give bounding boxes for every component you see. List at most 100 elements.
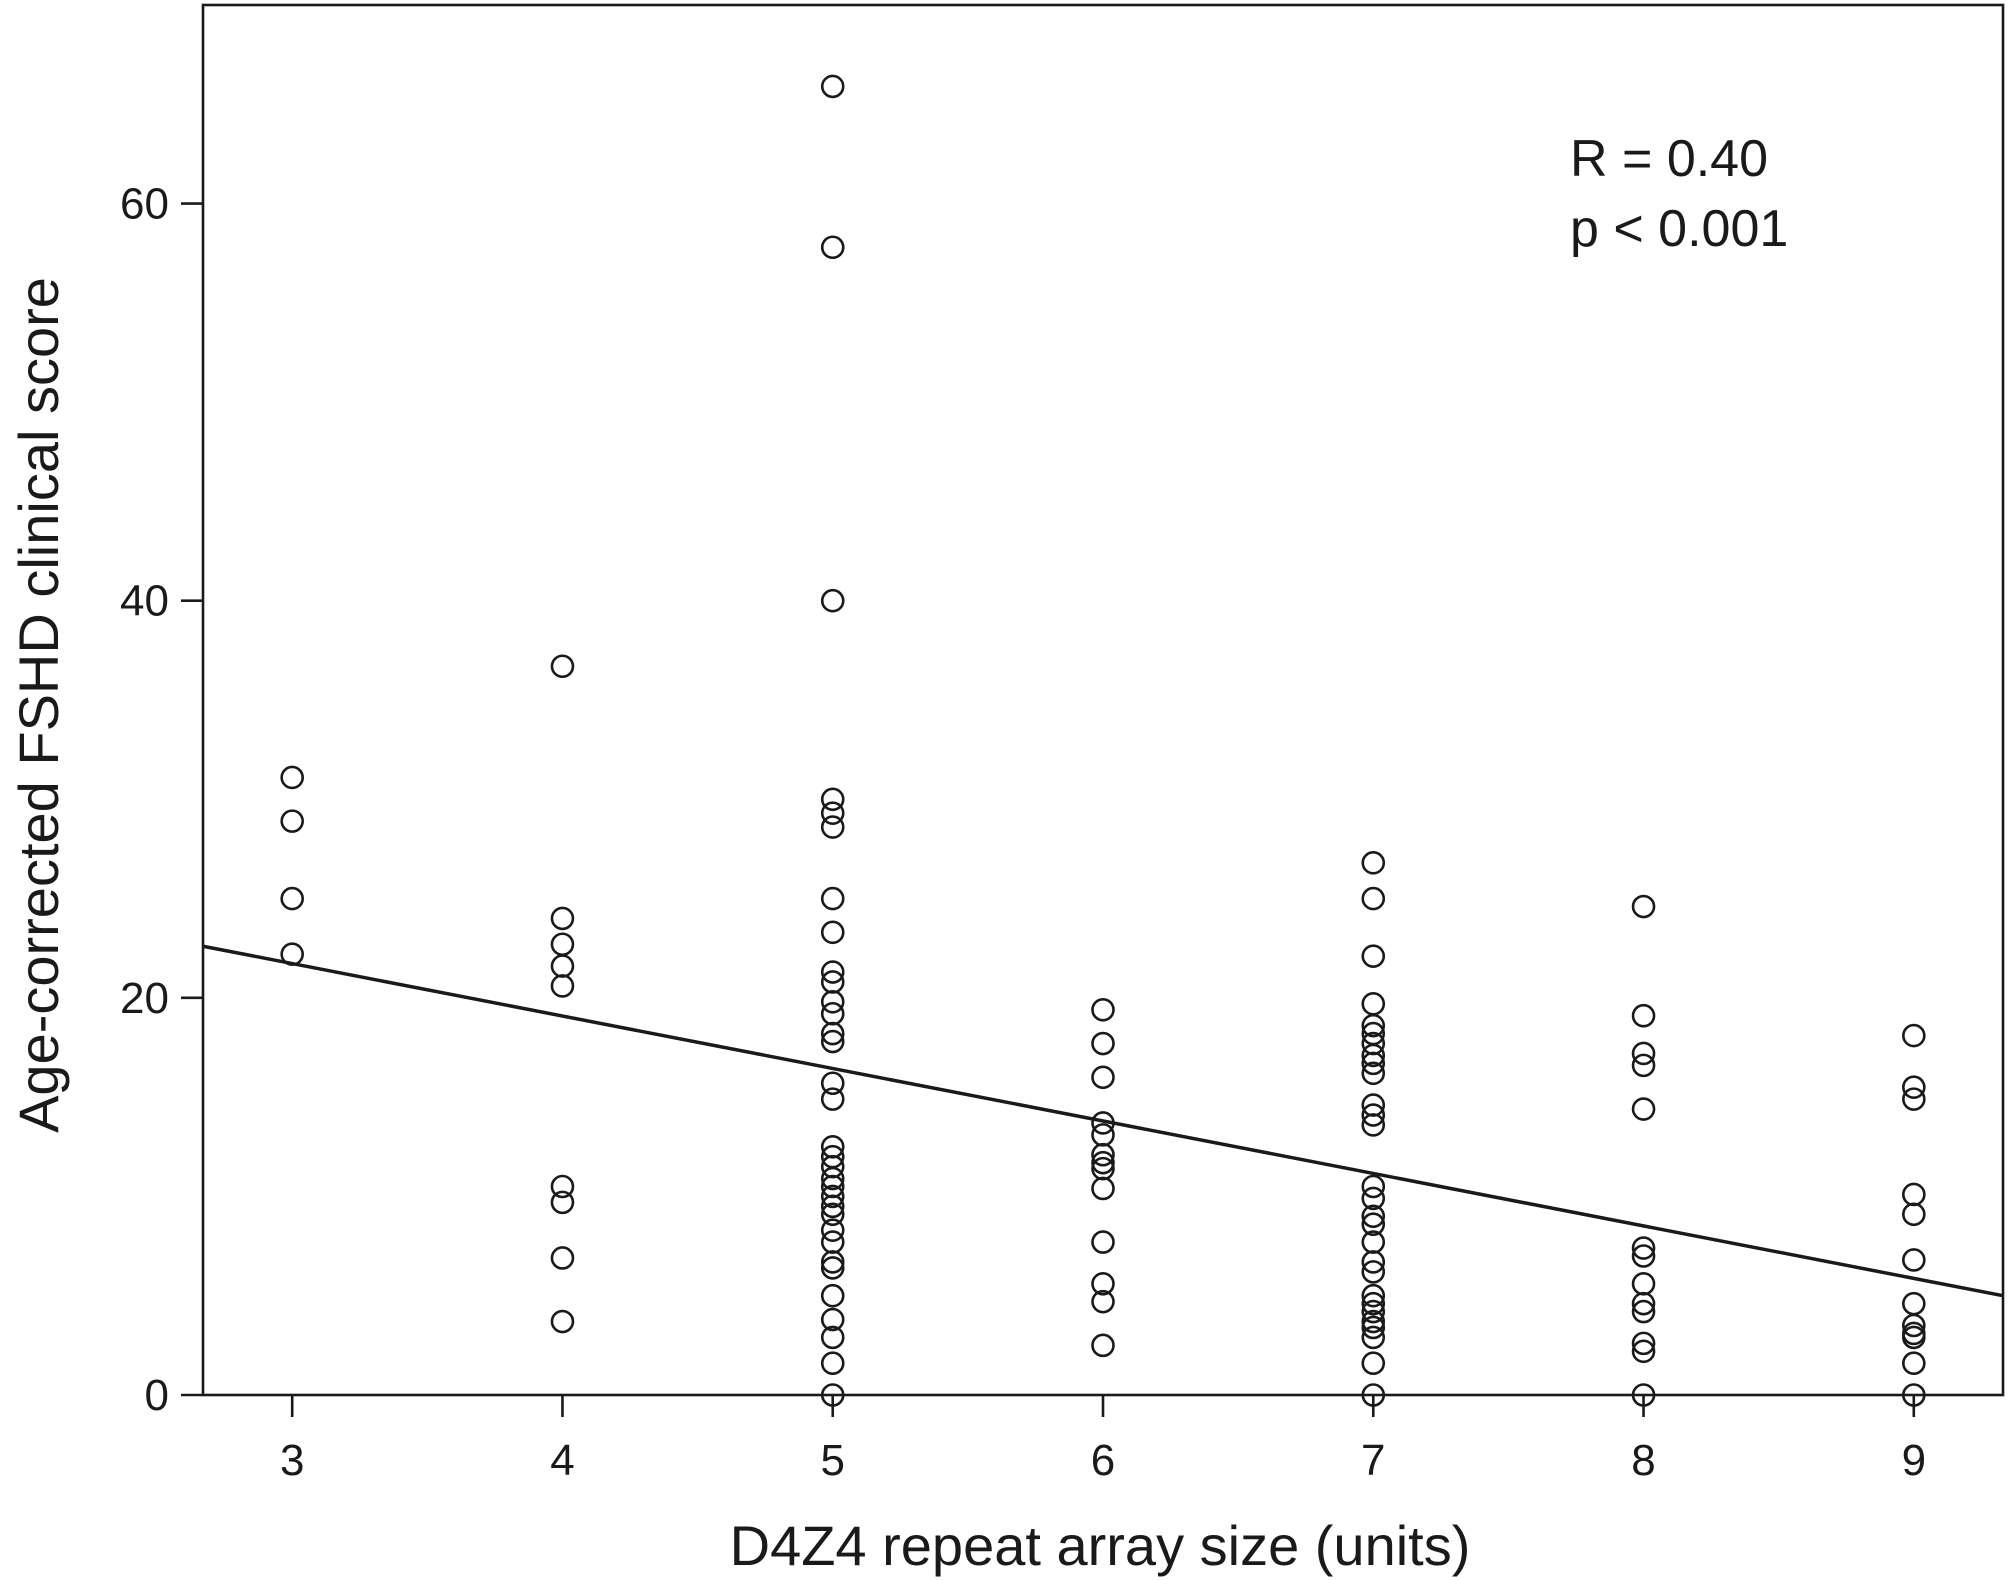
data-point	[820, 74, 845, 99]
data-point	[550, 1190, 575, 1215]
data-point	[1631, 1236, 1656, 1260]
data-point	[820, 1166, 845, 1191]
data-point	[1091, 1272, 1115, 1296]
data-point	[820, 1230, 845, 1254]
x-tick-label: 6	[1091, 1436, 1115, 1485]
data-point	[550, 1309, 575, 1334]
y-tick-label: 0	[145, 1371, 169, 1420]
data-point	[1091, 1230, 1115, 1254]
data-point	[1631, 1383, 1656, 1407]
data-point	[1631, 1272, 1656, 1296]
data-point	[820, 1087, 845, 1111]
data-point	[1091, 1123, 1115, 1147]
data-point	[1361, 1383, 1386, 1407]
data-point	[550, 1174, 575, 1199]
data-point	[1902, 1182, 1926, 1207]
x-tick-label: 8	[1631, 1436, 1655, 1485]
data-point	[820, 1029, 845, 1054]
data-point	[820, 920, 845, 945]
data-point	[1091, 1065, 1115, 1090]
data-point	[1361, 1043, 1386, 1068]
data-point	[1631, 894, 1656, 919]
data-point	[820, 1383, 845, 1407]
data-point	[1091, 997, 1115, 1022]
data-point	[1631, 1003, 1656, 1028]
data-point	[1631, 1053, 1656, 1078]
data-point	[1902, 1202, 1926, 1227]
data-point	[820, 1218, 845, 1242]
data-point	[1361, 1174, 1386, 1199]
data-point	[820, 990, 845, 1014]
data-point	[820, 1184, 845, 1209]
data-point	[1902, 1325, 1926, 1350]
data-point	[1361, 1051, 1386, 1076]
data-point	[1361, 1186, 1386, 1211]
data-point	[1631, 1097, 1656, 1121]
data-point	[550, 906, 575, 931]
x-axis-title: D4Z4 repeat array size (units)	[730, 1514, 1471, 1577]
data-points	[280, 74, 1926, 1407]
data-point	[820, 886, 845, 911]
data-point	[1902, 1383, 1926, 1407]
data-point	[1902, 1248, 1926, 1272]
data-point	[550, 1246, 575, 1270]
data-point	[1361, 1299, 1386, 1324]
data-point	[550, 654, 575, 679]
data-point	[1091, 1289, 1115, 1314]
y-tick-label: 40	[120, 577, 169, 626]
y-axis-title: Age-corrected FSHD clinical score	[7, 277, 70, 1133]
data-point	[1361, 1325, 1386, 1350]
data-point	[1091, 1150, 1115, 1175]
data-point	[1361, 1113, 1386, 1137]
data-point	[1361, 1315, 1386, 1340]
data-point	[1631, 1339, 1656, 1364]
data-point	[1902, 1351, 1926, 1376]
x-tick-label: 5	[820, 1436, 844, 1485]
data-point	[1361, 851, 1386, 875]
data-point	[1361, 1309, 1386, 1334]
y-tick-label: 60	[120, 180, 169, 229]
annotation-r-value: R = 0.40	[1570, 130, 1768, 188]
data-point	[1091, 1333, 1115, 1358]
data-point	[550, 954, 575, 978]
data-point	[820, 787, 845, 812]
data-point	[820, 815, 845, 839]
data-point	[1361, 1103, 1386, 1127]
x-tick-label: 4	[550, 1436, 574, 1485]
data-point	[820, 1071, 845, 1096]
y-tick-label: 20	[120, 974, 169, 1023]
data-point	[820, 1202, 845, 1227]
data-point	[1091, 1111, 1115, 1135]
data-point	[820, 1256, 845, 1280]
x-tick-label: 7	[1361, 1436, 1385, 1485]
data-point	[820, 1283, 845, 1308]
data-point	[1361, 1260, 1386, 1284]
data-point	[1361, 886, 1386, 911]
x-axis: 3 4 5 6 7 8 9	[280, 1395, 1926, 1485]
data-point	[1361, 1250, 1386, 1274]
data-point	[1091, 1142, 1115, 1167]
data-point	[820, 1325, 845, 1350]
data-point	[820, 1001, 845, 1026]
data-point	[280, 942, 304, 966]
data-point	[1902, 1291, 1926, 1316]
data-point	[1361, 1212, 1386, 1237]
data-point	[1091, 1031, 1115, 1056]
data-point	[1902, 1023, 1926, 1048]
x-tick-label: 9	[1902, 1436, 1926, 1485]
data-point	[1631, 1299, 1656, 1324]
data-point	[820, 1021, 845, 1046]
data-point	[820, 1351, 845, 1376]
data-point	[550, 932, 575, 957]
data-point	[1631, 1244, 1656, 1268]
data-point	[1361, 944, 1386, 968]
data-point	[280, 809, 304, 833]
data-point	[1361, 1351, 1386, 1376]
regression-line	[202, 944, 2004, 1298]
data-point	[280, 886, 304, 911]
data-point	[1361, 1283, 1386, 1308]
data-point	[820, 235, 845, 260]
data-point	[1902, 1075, 1926, 1100]
